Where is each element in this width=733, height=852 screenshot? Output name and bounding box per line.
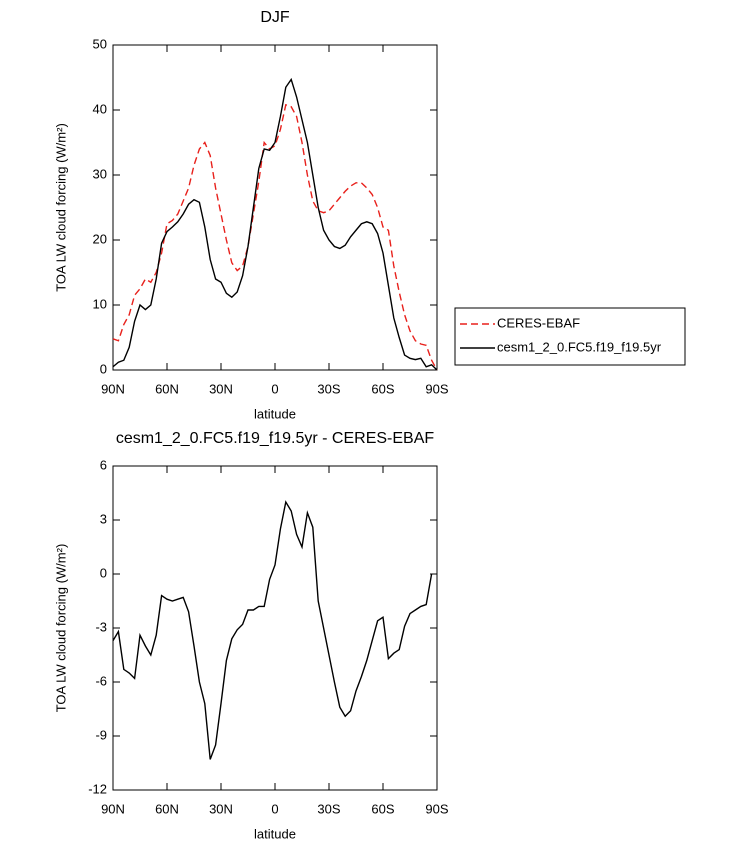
x-tick-label: 30N	[209, 801, 233, 816]
legend-label: CERES-EBAF	[497, 315, 580, 330]
y-tick-label: 50	[93, 36, 107, 51]
x-tick-label: 60S	[371, 801, 394, 816]
legend-box	[454, 307, 686, 366]
chart-title: DJF	[260, 9, 290, 26]
x-tick-label: 90S	[425, 381, 448, 396]
x-tick-label: 90N	[101, 381, 125, 396]
x-tick-label: 30S	[317, 801, 340, 816]
x-tick-label: 90S	[425, 801, 448, 816]
legend-label: cesm1_2_0.FC5.f19_f19.5yr	[497, 339, 662, 354]
x-axis-label: latitude	[254, 826, 296, 841]
data-line	[112, 500, 433, 760]
x-tick-label: 0	[271, 801, 278, 816]
x-tick-label: 60N	[155, 381, 179, 396]
chart-title: cesm1_2_0.FC5.f19_f19.5yr - CERES-EBAF	[116, 430, 435, 447]
x-tick-label: 60N	[155, 801, 179, 816]
y-tick-label: -9	[95, 727, 107, 742]
series-line	[112, 103, 438, 371]
y-axis-label: TOA LW cloud forcing (W/m²)	[53, 544, 68, 713]
y-tick-label: 10	[93, 296, 107, 311]
y-axis-label: TOA LW cloud forcing (W/m²)	[53, 123, 68, 292]
y-tick-label: 20	[93, 231, 107, 246]
x-tick-label: 30N	[209, 381, 233, 396]
y-tick-label: -3	[95, 619, 107, 634]
x-tick-label: 90N	[101, 801, 125, 816]
y-tick-label: -12	[88, 781, 107, 796]
y-tick-label: 30	[93, 166, 107, 181]
y-tick-label: 3	[100, 511, 107, 526]
y-tick-label: 0	[100, 361, 107, 376]
y-tick-label: -6	[95, 673, 107, 688]
x-tick-label: 0	[271, 381, 278, 396]
x-tick-label: 60S	[371, 381, 394, 396]
plot-frame	[112, 44, 438, 371]
x-axis-label: latitude	[254, 406, 296, 421]
y-tick-label: 40	[93, 101, 107, 116]
x-tick-label: 30S	[317, 381, 340, 396]
series-line	[112, 77, 438, 371]
plot-frame	[112, 465, 438, 791]
y-tick-label: 6	[100, 457, 107, 472]
y-tick-label: 0	[100, 565, 107, 580]
